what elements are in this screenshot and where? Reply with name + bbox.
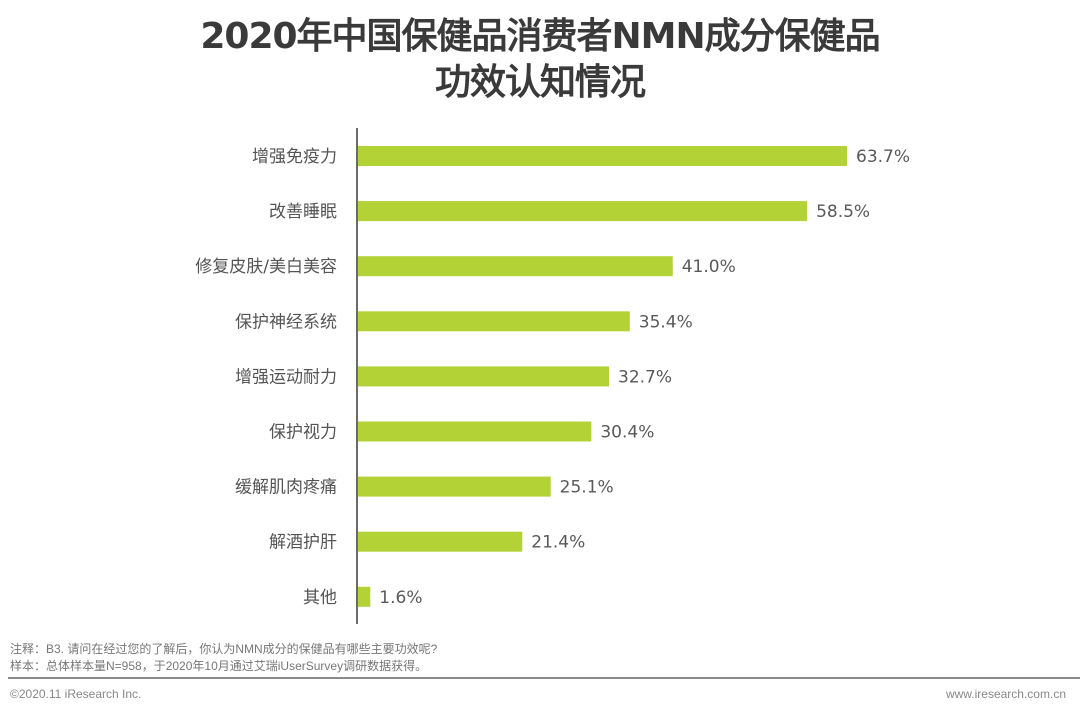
bar xyxy=(358,256,673,277)
bar xyxy=(358,146,847,166)
category-label: 保护神经系统 xyxy=(235,312,337,332)
value-label: 58.5% xyxy=(816,202,870,222)
value-label: 1.6% xyxy=(379,588,422,608)
category-label: 其他 xyxy=(303,588,337,608)
bar xyxy=(358,531,523,552)
bar xyxy=(358,366,610,387)
category-label: 解酒护肝 xyxy=(269,533,337,553)
category-label: 改善睡眠 xyxy=(269,202,337,222)
category-label: 增强运动耐力 xyxy=(235,367,337,387)
category-label: 增强免疫力 xyxy=(252,147,337,167)
value-label: 25.1% xyxy=(560,478,614,498)
bar xyxy=(358,201,808,222)
bar xyxy=(358,421,592,442)
bar xyxy=(358,311,630,332)
value-label: 63.7% xyxy=(856,147,910,167)
website-link[interactable]: www.iresearch.com.cn xyxy=(945,687,1066,701)
sample-note: 样本：总体样本量N=958，于2020年10月通过艾瑞iUserSurvey调研… xyxy=(10,659,428,673)
value-label: 21.4% xyxy=(531,533,585,553)
bar-chart: 增强免疫力 63.7% 改善睡眠 58.5% 修复皮肤/美白美容 41.0% 保护神经系统 3… xyxy=(195,128,910,624)
value-label: 41.0% xyxy=(682,257,736,277)
chart-title-line2: 功效认知情况 xyxy=(434,62,646,103)
bar xyxy=(358,586,371,607)
chart-title-line1: 2020年中国保健品消费者NMN成分保健品 xyxy=(200,16,880,57)
footer-divider xyxy=(8,677,1080,679)
value-label: 32.7% xyxy=(618,367,672,387)
copyright: ©2020.11 iResearch Inc. xyxy=(10,687,142,701)
category-label: 缓解肌肉疼痛 xyxy=(235,478,337,498)
chart-note: 注释：B3. 请问在经过您的了解后，你认为NMN成分的保健品有哪些主要功效呢? xyxy=(10,642,438,656)
bar xyxy=(358,476,551,497)
value-label: 35.4% xyxy=(639,312,693,332)
chart-title: 2020年中国保健品消费者NMN成分保健品 功效认知情况 xyxy=(0,14,1080,106)
value-label: 30.4% xyxy=(600,423,654,443)
category-label: 修复皮肤/美白美容 xyxy=(195,257,337,277)
category-label: 保护视力 xyxy=(269,423,337,443)
